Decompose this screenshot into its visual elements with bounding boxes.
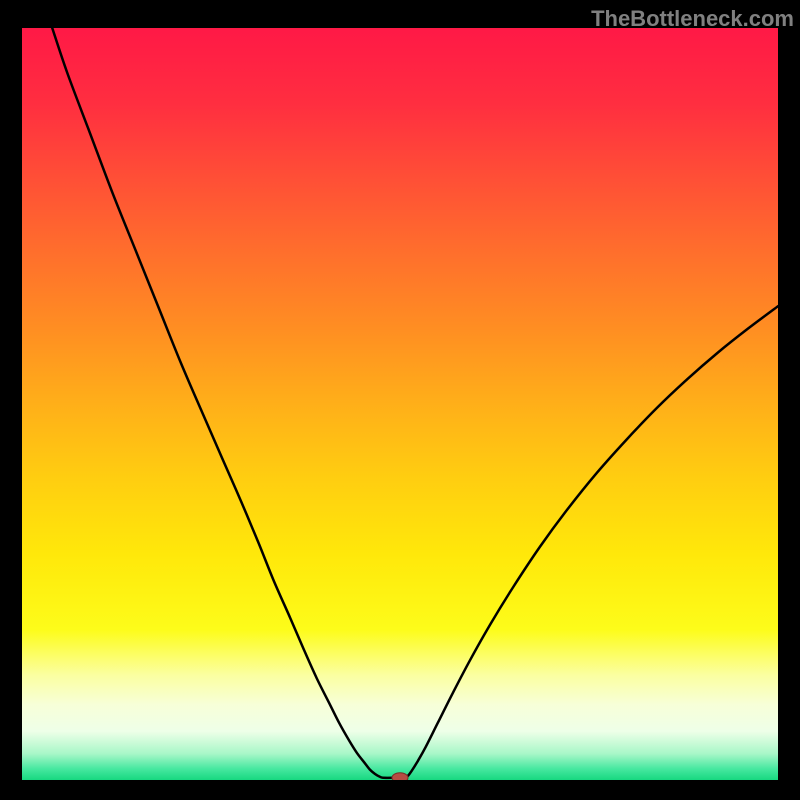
curve-layer (22, 28, 778, 780)
plot-area (22, 28, 778, 780)
minimum-marker (392, 773, 408, 780)
chart-container: TheBottleneck.com (0, 0, 800, 800)
watermark-text: TheBottleneck.com (591, 6, 794, 32)
bottleneck-curve (52, 28, 778, 778)
